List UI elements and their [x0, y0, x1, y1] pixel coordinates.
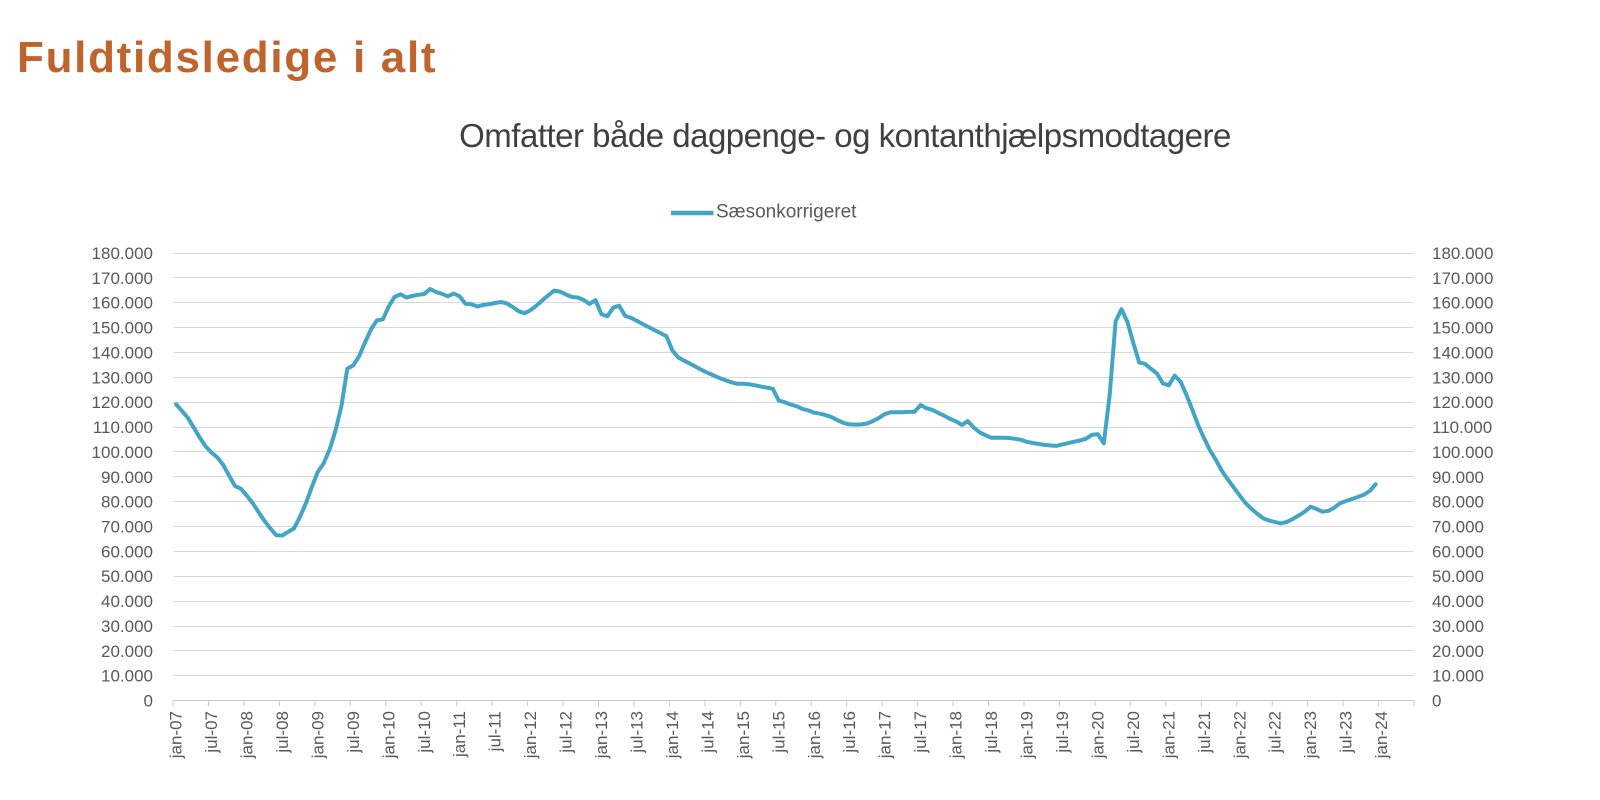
svg-text:40.000: 40.000 [1432, 592, 1484, 611]
svg-text:110.000: 110.000 [93, 418, 153, 437]
svg-text:50.000: 50.000 [101, 567, 153, 586]
svg-text:60.000: 60.000 [1432, 542, 1484, 561]
svg-text:170.000: 170.000 [1432, 269, 1493, 288]
svg-text:50.000: 50.000 [1432, 567, 1484, 586]
svg-text:jan-14: jan-14 [663, 711, 682, 759]
svg-text:jan-12: jan-12 [521, 711, 540, 759]
svg-text:jan-09: jan-09 [308, 711, 327, 759]
svg-text:120.000: 120.000 [92, 393, 153, 412]
svg-text:140.000: 140.000 [1432, 343, 1493, 362]
svg-text:jan-19: jan-19 [1018, 711, 1037, 759]
svg-text:160.000: 160.000 [1432, 294, 1493, 313]
svg-text:10.000: 10.000 [1432, 667, 1484, 686]
svg-text:30.000: 30.000 [101, 617, 153, 636]
svg-text:130.000: 130.000 [1432, 368, 1493, 387]
svg-text:jan-20: jan-20 [1088, 711, 1107, 759]
svg-text:Fuldtidsledige i alt: Fuldtidsledige i alt [17, 33, 437, 82]
svg-text:jul-18: jul-18 [982, 711, 1001, 754]
svg-text:0: 0 [1432, 692, 1441, 711]
svg-text:10.000: 10.000 [101, 667, 153, 686]
svg-text:jul-07: jul-07 [202, 711, 221, 754]
svg-text:jul-15: jul-15 [769, 711, 788, 754]
svg-text:jul-12: jul-12 [557, 711, 576, 754]
svg-text:20.000: 20.000 [1432, 642, 1484, 661]
svg-text:90.000: 90.000 [101, 468, 153, 487]
svg-text:jan-21: jan-21 [1159, 711, 1178, 759]
svg-text:jul-23: jul-23 [1337, 711, 1356, 754]
svg-text:jan-15: jan-15 [734, 711, 753, 759]
svg-text:180.000: 180.000 [92, 244, 153, 263]
svg-text:jul-20: jul-20 [1124, 711, 1143, 754]
svg-text:jan-22: jan-22 [1230, 711, 1249, 759]
svg-text:60.000: 60.000 [101, 542, 153, 561]
svg-text:jul-19: jul-19 [1053, 711, 1072, 754]
svg-text:Omfatter både dagpenge- og kon: Omfatter både dagpenge- og kontanthjælps… [459, 117, 1231, 154]
svg-text:jan-13: jan-13 [592, 711, 611, 759]
svg-text:jan-18: jan-18 [947, 711, 966, 759]
svg-text:140.000: 140.000 [92, 343, 153, 362]
svg-text:jul-21: jul-21 [1195, 711, 1214, 754]
svg-text:160.000: 160.000 [92, 294, 153, 313]
svg-text:120.000: 120.000 [1432, 393, 1493, 412]
svg-text:jul-22: jul-22 [1266, 711, 1285, 754]
svg-text:jan-23: jan-23 [1301, 711, 1320, 759]
svg-text:40.000: 40.000 [101, 592, 153, 611]
svg-text:90.000: 90.000 [1432, 468, 1484, 487]
svg-text:100.000: 100.000 [1432, 443, 1493, 462]
svg-text:jul-13: jul-13 [628, 711, 647, 754]
svg-text:20.000: 20.000 [101, 642, 153, 661]
svg-text:180.000: 180.000 [1432, 244, 1493, 263]
svg-text:0: 0 [144, 692, 153, 711]
svg-text:150.000: 150.000 [92, 319, 153, 338]
svg-text:jul-11: jul-11 [486, 711, 505, 752]
svg-text:jul-17: jul-17 [911, 711, 930, 754]
svg-text:130.000: 130.000 [92, 368, 153, 387]
svg-text:jul-09: jul-09 [344, 711, 363, 754]
svg-text:jan-08: jan-08 [238, 711, 257, 759]
svg-text:110.000: 110.000 [1432, 418, 1492, 437]
svg-text:jan-10: jan-10 [379, 711, 398, 759]
svg-text:100.000: 100.000 [92, 443, 153, 462]
svg-text:70.000: 70.000 [1432, 518, 1484, 537]
svg-text:jul-08: jul-08 [273, 711, 292, 754]
svg-text:jan-11: jan-11 [450, 711, 469, 758]
svg-text:jan-07: jan-07 [167, 711, 186, 759]
svg-text:jan-17: jan-17 [876, 711, 895, 759]
svg-text:jul-16: jul-16 [840, 711, 859, 754]
svg-text:70.000: 70.000 [101, 518, 153, 537]
svg-text:170.000: 170.000 [92, 269, 153, 288]
svg-text:80.000: 80.000 [1432, 493, 1484, 512]
svg-text:80.000: 80.000 [101, 493, 153, 512]
svg-text:150.000: 150.000 [1432, 319, 1493, 338]
svg-text:jul-10: jul-10 [415, 711, 434, 754]
svg-text:jul-14: jul-14 [698, 711, 717, 754]
svg-text:jan-24: jan-24 [1372, 711, 1391, 759]
svg-text:jan-16: jan-16 [805, 711, 824, 759]
svg-text:Sæsonkorrigeret: Sæsonkorrigeret [716, 202, 857, 223]
svg-text:30.000: 30.000 [1432, 617, 1484, 636]
